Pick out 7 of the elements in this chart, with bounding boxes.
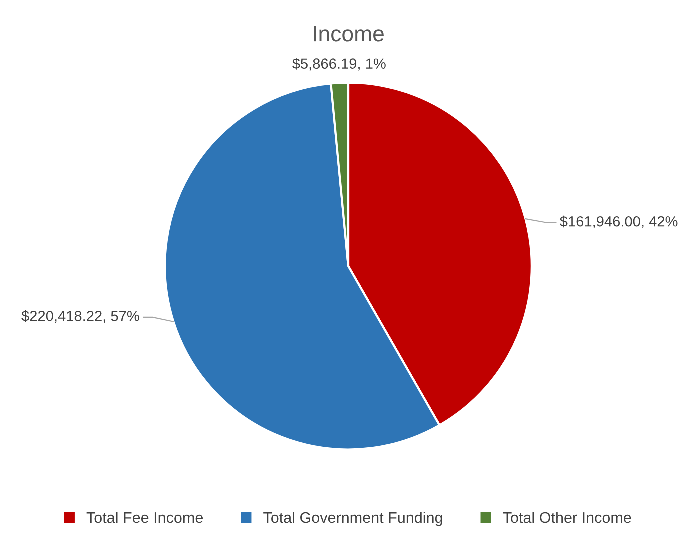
data-label: $220,418.22, 57% bbox=[22, 310, 140, 324]
legend-label: Total Other Income bbox=[503, 512, 632, 524]
data-label: $5,866.19, 1% bbox=[292, 58, 386, 71]
legend-label: Total Fee Income bbox=[86, 512, 203, 524]
chart-title: Income bbox=[314, 26, 384, 42]
legend-label: Total Government Funding bbox=[264, 512, 442, 526]
data-label: $161,946.00, 42% bbox=[560, 216, 678, 229]
